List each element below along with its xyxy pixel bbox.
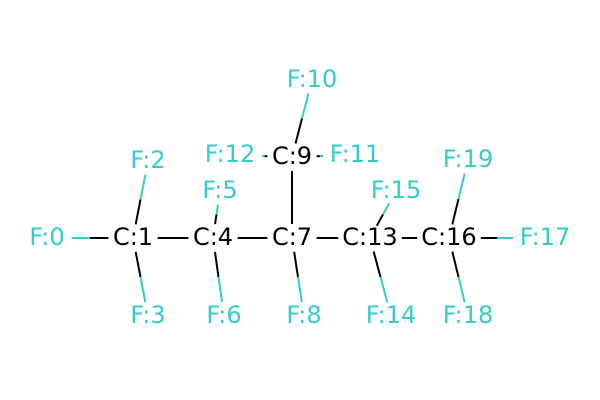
bond-C1-F2-half-b (139, 174, 147, 200)
atom-label-c9: C:9 (272, 142, 312, 170)
bond-C7-F8-half-a (293, 251, 299, 278)
atom-label-f15: F:15 (371, 176, 422, 204)
bond-C13-F15-half-b (382, 202, 391, 215)
atom-label-f17: F:17 (520, 223, 571, 251)
bond-C16-F18-half-b (457, 276, 466, 303)
bond-C9-F10-half-a (294, 118, 303, 144)
bonds-layer (71, 93, 514, 303)
bond-C7-F8-half-b (297, 276, 303, 303)
atom-label-f6: F:6 (206, 301, 241, 329)
atom-label-f19: F:19 (443, 145, 494, 173)
atom-label-f11: F:11 (330, 140, 381, 168)
atom-label-f8: F:8 (286, 301, 321, 329)
bond-C1-F3-half-a (134, 251, 142, 278)
atom-label-f3: F:3 (130, 301, 165, 329)
bond-C9-F10-half-b (301, 93, 310, 119)
atom-label-c7: C:7 (272, 223, 312, 251)
atom-label-f18: F:18 (443, 301, 494, 329)
bond-C1-F3-half-b (139, 276, 147, 303)
atom-label-f12: F:12 (205, 140, 256, 168)
bond-C16-F18-half-a (451, 251, 460, 278)
bond-C13-F14-half-a (372, 251, 382, 278)
atom-label-c1: C:1 (113, 223, 153, 251)
bond-C16-F19-half-b (457, 173, 466, 200)
atom-label-f10: F:10 (287, 65, 338, 93)
atom-label-f14: F:14 (366, 301, 417, 329)
bond-C4-F5-half-b (215, 204, 219, 215)
bond-C4-F6-half-b (217, 276, 224, 303)
bond-C4-F5-half-a (214, 214, 218, 225)
atom-label-f5: F:5 (202, 176, 237, 204)
atom-label-c4: C:4 (193, 223, 233, 251)
bond-C13-F14-half-b (379, 276, 389, 303)
bond-C13-F15-half-a (375, 214, 384, 227)
atom-label-c16: C:16 (421, 223, 476, 251)
bond-C4-F6-half-a (213, 251, 220, 278)
atom-label-f2: F:2 (130, 146, 165, 174)
bond-C1-F2-half-a (134, 199, 142, 225)
atom-label-c13: C:13 (342, 223, 397, 251)
atoms-layer: F:0 C:1 F:2 F:3 C:4 F:5 F:6 C:7 F:8 C:9 F:10 F:11 F:… (29, 65, 570, 329)
bond-C16-F19-half-a (451, 198, 460, 225)
atom-label-f0: F:0 (29, 223, 64, 251)
